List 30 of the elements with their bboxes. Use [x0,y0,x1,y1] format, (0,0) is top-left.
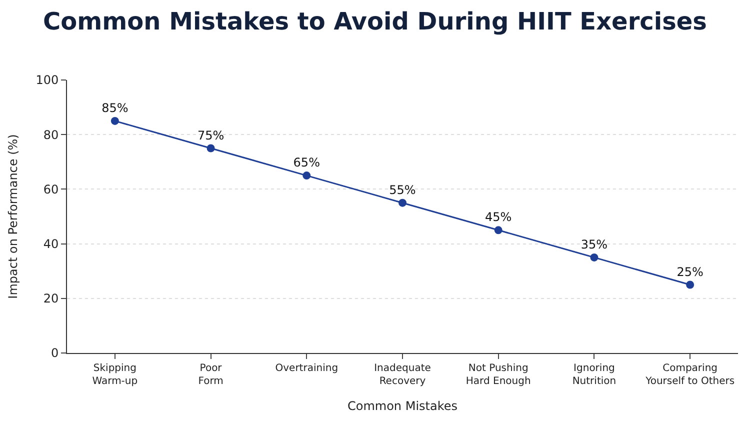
y-tick-label: 0 [50,346,59,360]
point [686,280,694,289]
y-tick-label: 80 [43,128,59,142]
x-tick-label: Comparing Yourself to Others [644,363,735,387]
y-tick-label: 60 [43,182,59,196]
x-axis-title: Common Mistakes [347,398,458,413]
point [590,253,598,262]
x-tick-label: Overtraining [275,363,338,374]
x-tick-label: Inadequate Recovery [374,363,431,387]
y-tick-label: 40 [43,237,59,251]
point [494,226,502,234]
point [398,198,406,207]
point [206,144,215,152]
point [302,172,311,180]
data-label: 45% [485,210,512,224]
data-label: 75% [197,128,224,142]
data-label: 65% [293,156,320,170]
y-axis-title: Impact on Performance (%) [6,134,20,299]
data-label: 35% [580,237,608,252]
y-tick-label: 20 [43,292,59,306]
y-tick-label: 100 [36,73,59,88]
data-label: 25% [676,264,704,279]
x-tick-label: Not Pushing Hard Enough [466,363,531,387]
data-label: 55% [389,182,416,197]
x-tick-label: Skipping Warm-up [92,363,138,387]
chart-title: Common Mistakes to Avoid During HIIT Exercises [43,7,707,36]
point [110,116,119,125]
x-tick-label: Poor Form [198,363,224,387]
data-label: 85% [102,100,128,115]
x-tick-label: Ignoring Nutrition [572,363,616,387]
